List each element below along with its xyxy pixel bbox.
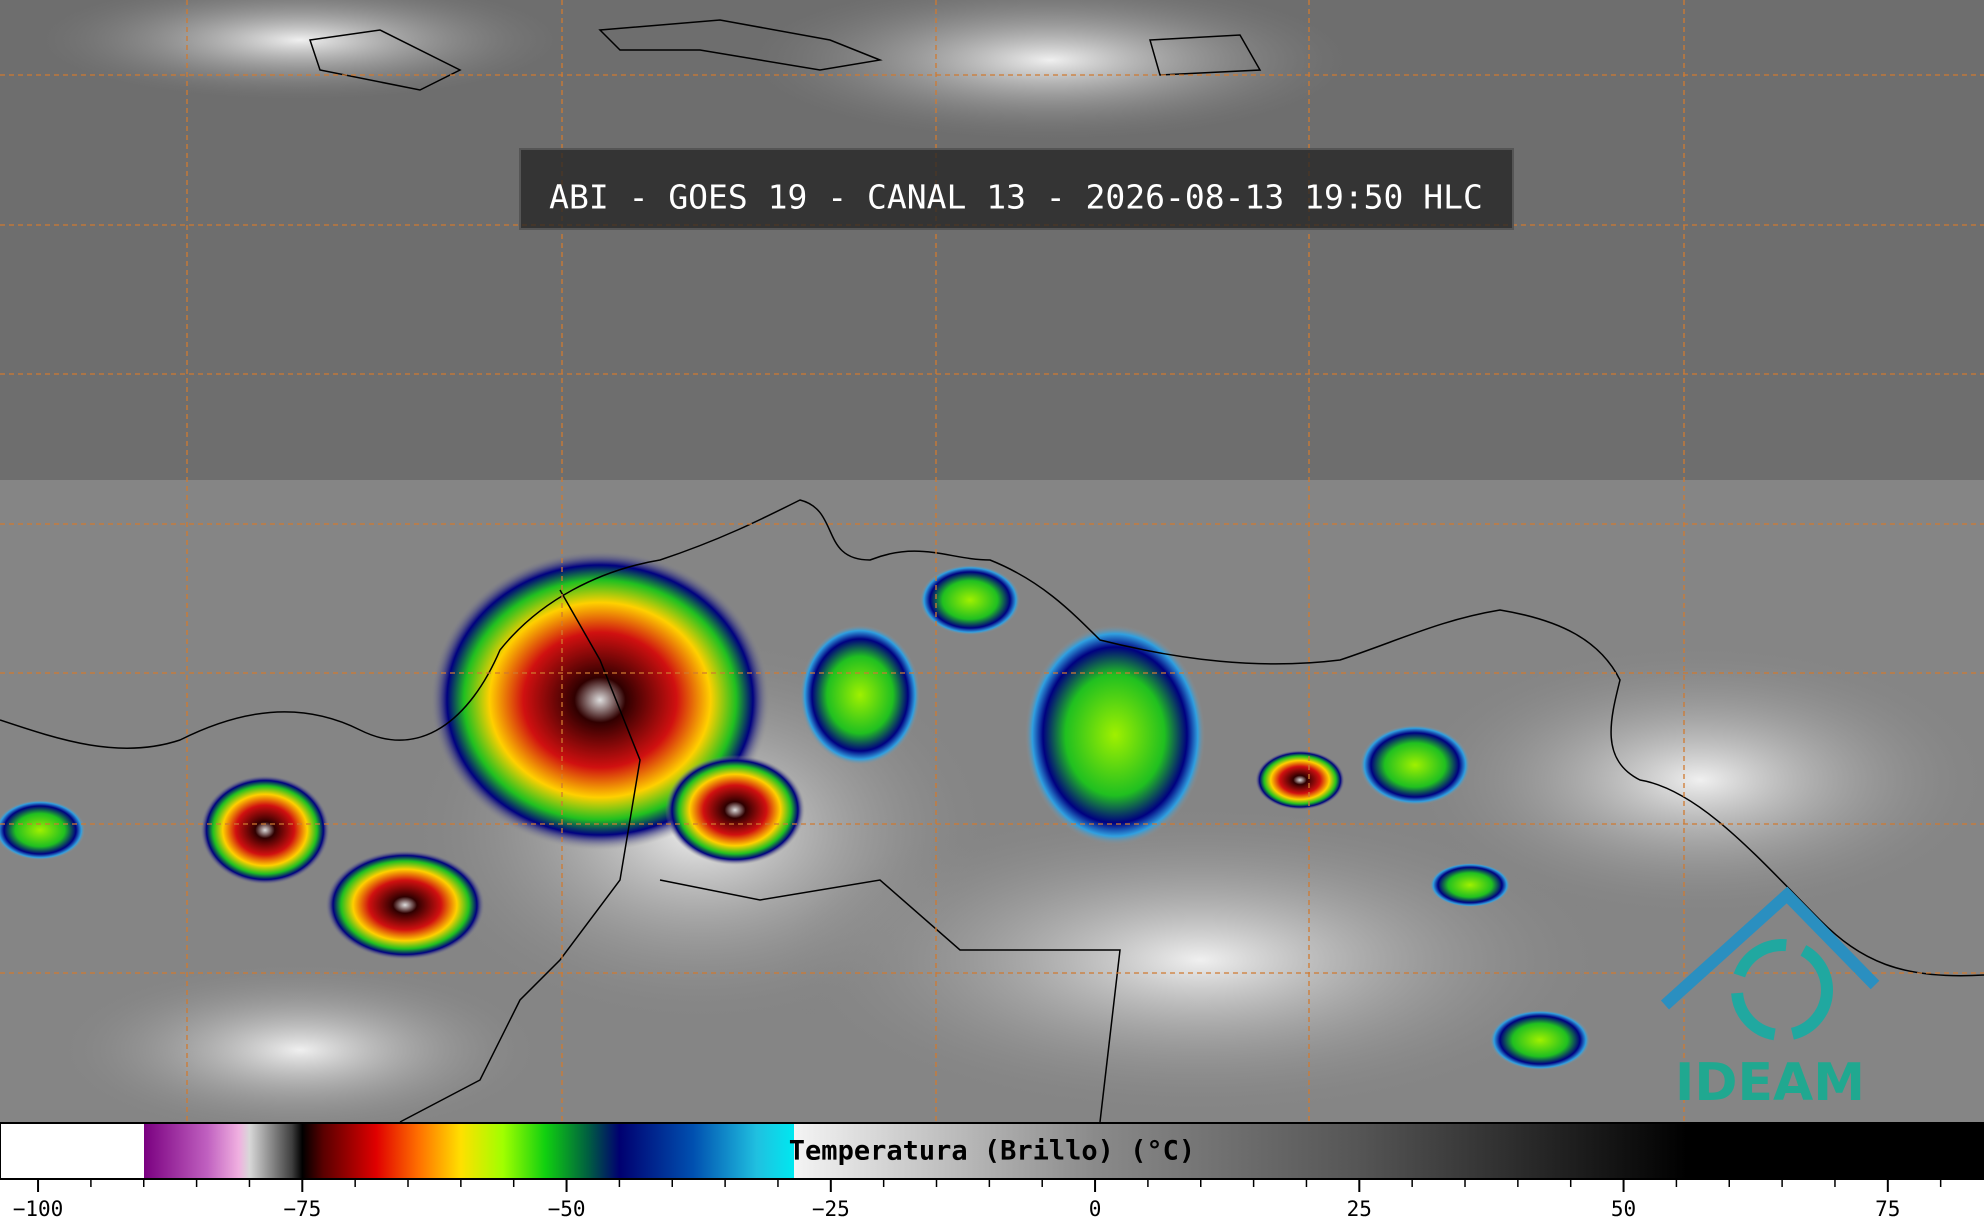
tick-label: 0	[1089, 1197, 1102, 1221]
title: ABI - GOES 19 - CANAL 13 - 2026-08-13 19…	[549, 178, 1483, 217]
tick-label: 75	[1875, 1197, 1900, 1221]
tick-label: 50	[1611, 1197, 1636, 1221]
cloud	[1400, 640, 1984, 920]
convective-cell	[1430, 863, 1510, 907]
logo-swirl	[1731, 939, 1833, 1041]
tick-label: −50	[548, 1197, 586, 1221]
convective-cell	[1360, 725, 1470, 805]
island	[309, 29, 462, 91]
border	[399, 589, 641, 1123]
logo-roof	[1660, 886, 1880, 1010]
convective-cell	[1490, 1010, 1590, 1070]
island	[598, 19, 883, 71]
convective-cell	[800, 625, 920, 765]
convective-cell	[0, 800, 85, 860]
graticule	[0, 0, 1984, 1122]
colorbar-body	[0, 1122, 1984, 1180]
tick-label: −100	[13, 1197, 64, 1221]
storm-cell	[325, 850, 485, 960]
convective-cell	[1025, 625, 1205, 845]
logo: IDEAM	[1660, 886, 1880, 1113]
tick-label: −25	[812, 1197, 850, 1221]
logo-text: IDEAM	[1675, 1053, 1865, 1113]
title-box	[519, 148, 1514, 230]
colorbar: Temperatura (Brillo) (°C) −100 −75 −50 −25 0 2…	[0, 1122, 1984, 1221]
island	[1149, 34, 1262, 76]
storm-cell	[665, 755, 805, 865]
tick-label: 25	[1347, 1197, 1372, 1221]
storm-cell	[1255, 750, 1345, 810]
colorbar-label: Temperatura (Brillo) (°C)	[789, 1136, 1195, 1167]
coastline	[0, 499, 1984, 977]
convective-cell	[920, 565, 1020, 635]
coastlines	[0, 19, 1984, 1123]
tick-label: −75	[283, 1197, 321, 1221]
cloud	[40, 0, 560, 100]
storm-cell	[200, 775, 330, 885]
cloud	[50, 960, 550, 1140]
cloud	[750, 0, 1350, 140]
border	[659, 879, 1121, 1123]
cloud	[780, 800, 1620, 1120]
